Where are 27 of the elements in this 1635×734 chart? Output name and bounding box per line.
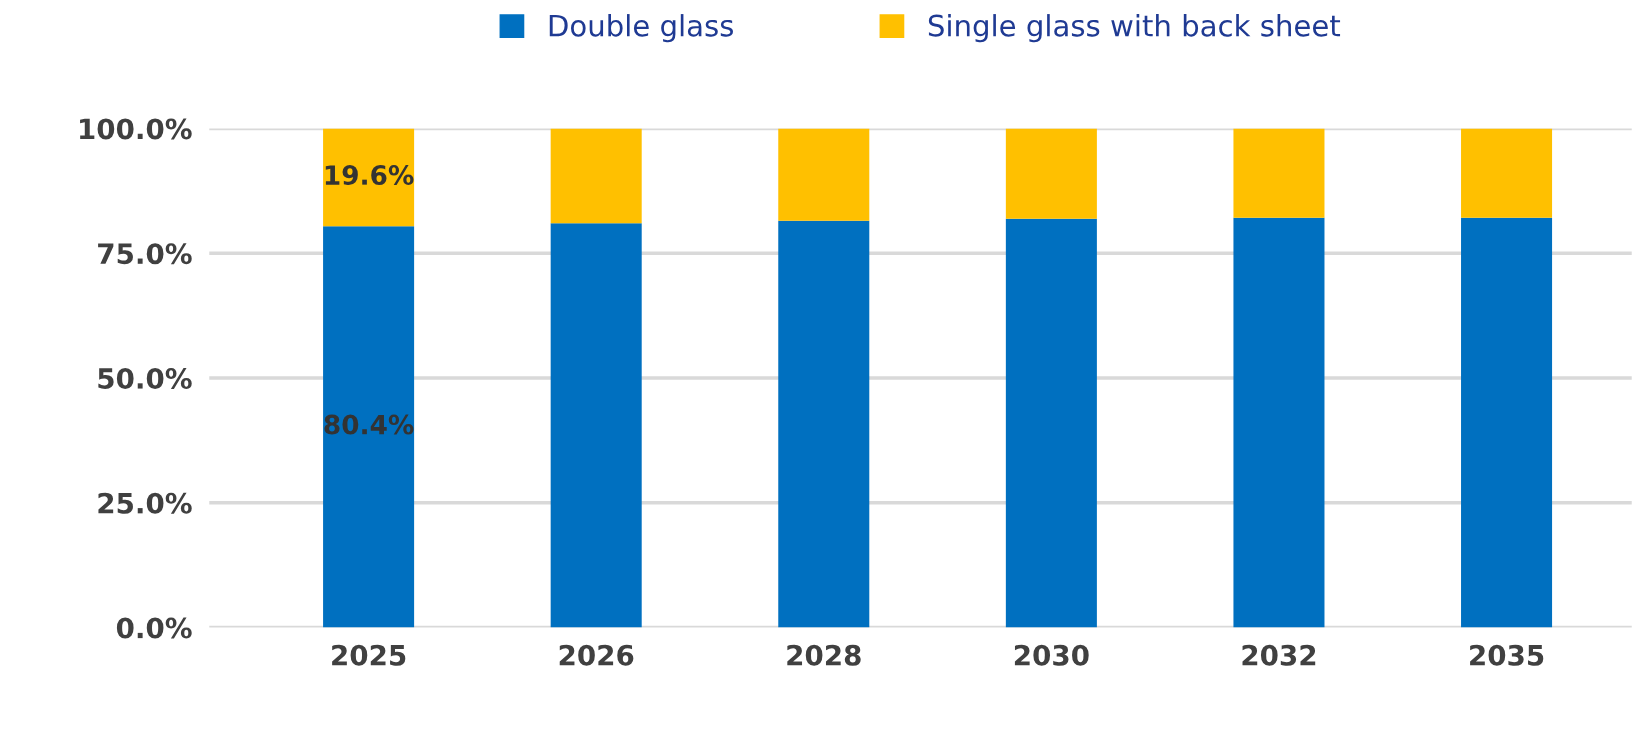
bar <box>323 128 415 227</box>
y-tick-label: 25.0% <box>98 492 192 514</box>
x-tick-label: 2035 <box>1470 644 1544 666</box>
x-tick-label: 2026 <box>559 644 634 666</box>
bar <box>550 128 642 224</box>
data-label: 19.6% <box>325 165 414 186</box>
y-tick-label: 100.0% <box>80 118 192 140</box>
x-tick-label: 2030 <box>1014 644 1089 666</box>
legend-label: Double glass <box>549 14 733 43</box>
y-tick-label: 75.0% <box>98 243 192 265</box>
bar <box>778 128 870 221</box>
bar <box>323 226 415 628</box>
bar <box>1461 128 1553 218</box>
bar <box>550 223 642 628</box>
bar <box>1233 217 1325 628</box>
y-tick-label: 0.0% <box>116 617 192 639</box>
bar <box>778 220 870 628</box>
bar <box>1005 218 1097 628</box>
x-tick-label: 2032 <box>1242 644 1316 666</box>
bar <box>1461 217 1553 628</box>
data-label: 80.4% <box>324 414 414 435</box>
bar <box>1233 128 1325 218</box>
y-tick-label: 50.0% <box>98 367 192 389</box>
bar <box>1005 128 1097 219</box>
x-tick-label: 2028 <box>787 644 861 666</box>
legend-label: Single glass with back sheet <box>928 14 1341 43</box>
x-tick-label: 2025 <box>332 644 406 666</box>
